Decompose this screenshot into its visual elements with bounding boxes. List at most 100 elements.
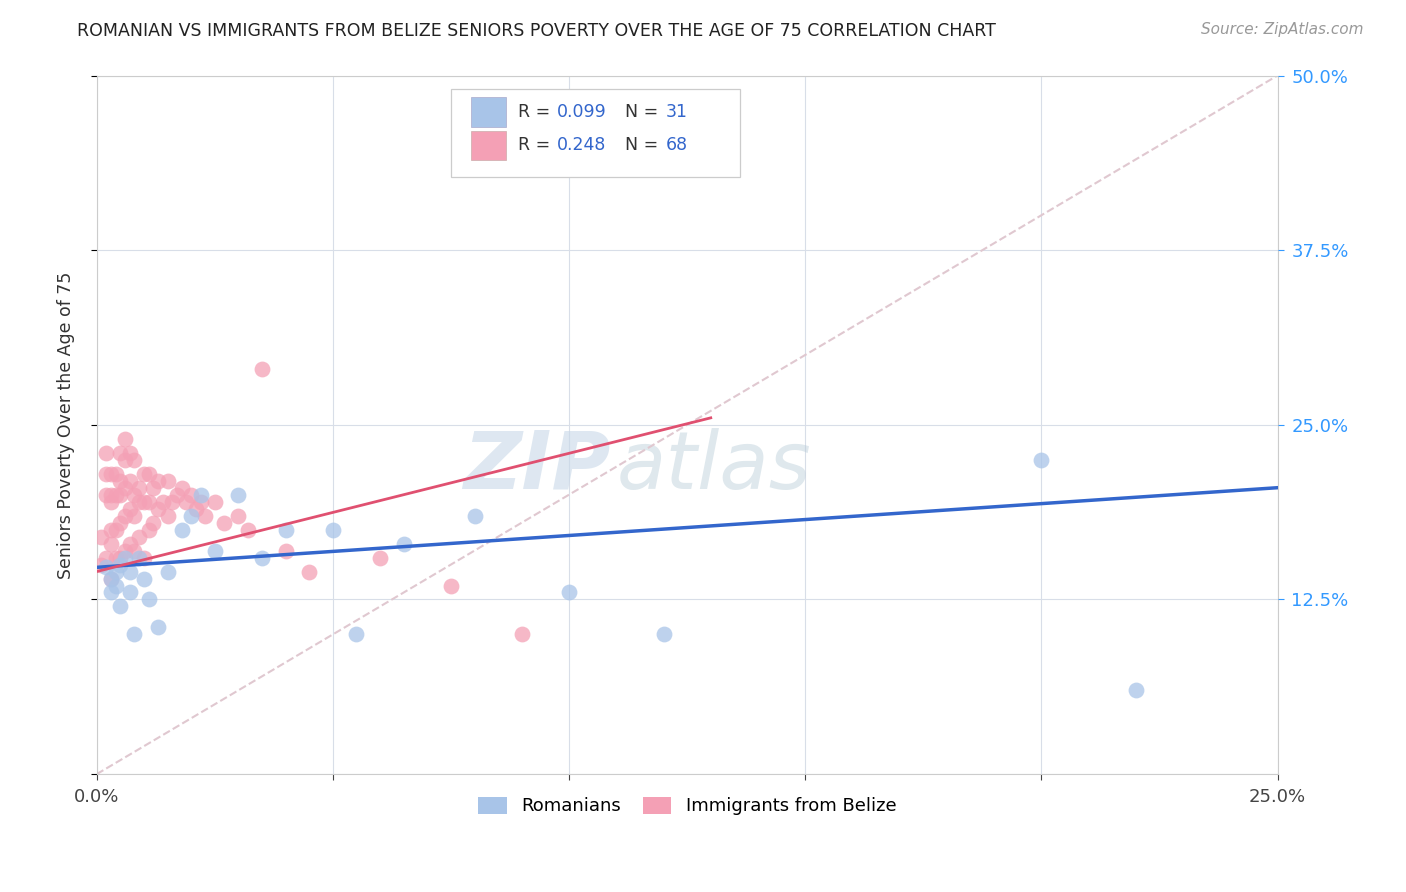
Point (180, 508, 202, 523)
Point (124, 627, 146, 641)
Point (118, 585, 141, 599)
Point (104, 578, 127, 592)
Point (170, 481, 193, 495)
Point (100, 523, 122, 537)
Point (146, 620, 169, 634)
Point (118, 565, 141, 579)
Point (114, 452, 136, 467)
FancyBboxPatch shape (471, 97, 506, 127)
Point (114, 508, 136, 523)
Point (1031, 452, 1053, 467)
Point (124, 488, 146, 502)
Y-axis label: Seniors Poverty Over the Age of 75: Seniors Poverty Over the Age of 75 (58, 271, 75, 579)
Text: ROMANIAN VS IMMIGRANTS FROM BELIZE SENIORS POVERTY OVER THE AGE OF 75 CORRELATIO: ROMANIAN VS IMMIGRANTS FROM BELIZE SENIO… (77, 22, 997, 40)
Point (110, 558, 132, 572)
Point (110, 516, 132, 530)
Point (104, 565, 127, 579)
Point (104, 550, 127, 565)
Point (184, 501, 207, 516)
Point (96, 488, 118, 502)
Point (114, 550, 136, 565)
Point (90, 558, 112, 572)
Point (204, 494, 226, 508)
Text: ZIP: ZIP (463, 428, 610, 506)
Point (162, 494, 184, 508)
Legend: Romanians, Immigrants from Belize: Romanians, Immigrants from Belize (468, 788, 905, 824)
Point (298, 565, 321, 579)
Point (100, 467, 122, 481)
Point (110, 446, 132, 460)
Point (190, 494, 212, 508)
Point (236, 523, 259, 537)
Point (118, 474, 141, 488)
Point (118, 501, 141, 516)
Point (228, 488, 250, 502)
Point (100, 494, 122, 508)
Point (90, 530, 112, 544)
Point (194, 508, 217, 523)
Point (250, 550, 273, 565)
FancyBboxPatch shape (451, 89, 741, 177)
Point (104, 523, 127, 537)
Point (100, 572, 122, 586)
Point (118, 536, 141, 550)
Text: R =: R = (519, 103, 555, 120)
Point (96, 560, 118, 574)
Point (176, 494, 198, 508)
Point (118, 446, 141, 460)
Point (138, 592, 160, 607)
Point (558, 585, 581, 599)
FancyBboxPatch shape (471, 131, 506, 160)
Point (100, 585, 122, 599)
Point (190, 488, 212, 502)
Text: N =: N = (624, 103, 664, 120)
Point (180, 488, 202, 502)
Point (250, 362, 273, 376)
Point (138, 494, 160, 508)
Point (128, 494, 150, 508)
Point (110, 488, 132, 502)
Point (124, 543, 146, 558)
Point (132, 572, 155, 586)
Point (322, 523, 344, 537)
Point (156, 474, 179, 488)
Point (152, 494, 174, 508)
Point (464, 508, 486, 523)
Point (204, 543, 226, 558)
Point (114, 432, 136, 446)
Point (104, 488, 127, 502)
Point (114, 481, 136, 495)
Point (170, 523, 193, 537)
Point (652, 627, 675, 641)
Point (96, 550, 118, 565)
Point (96, 467, 118, 481)
Point (146, 474, 169, 488)
Point (142, 516, 165, 530)
Point (274, 523, 297, 537)
Point (114, 543, 136, 558)
Text: 68: 68 (666, 136, 688, 154)
Point (128, 481, 150, 495)
Point (346, 627, 368, 641)
Point (156, 508, 179, 523)
Point (124, 508, 146, 523)
Point (1125, 683, 1147, 698)
Point (510, 627, 533, 641)
Text: atlas: atlas (616, 428, 811, 506)
Point (128, 530, 150, 544)
Point (274, 543, 297, 558)
Point (124, 452, 146, 467)
Point (100, 488, 122, 502)
Point (110, 599, 132, 614)
Point (138, 467, 160, 481)
Point (138, 523, 160, 537)
Point (156, 565, 179, 579)
Point (212, 516, 235, 530)
Point (104, 467, 127, 481)
Point (166, 488, 188, 502)
Point (440, 578, 463, 592)
Point (128, 550, 150, 565)
Point (132, 494, 155, 508)
Point (368, 550, 391, 565)
Text: N =: N = (624, 136, 664, 154)
